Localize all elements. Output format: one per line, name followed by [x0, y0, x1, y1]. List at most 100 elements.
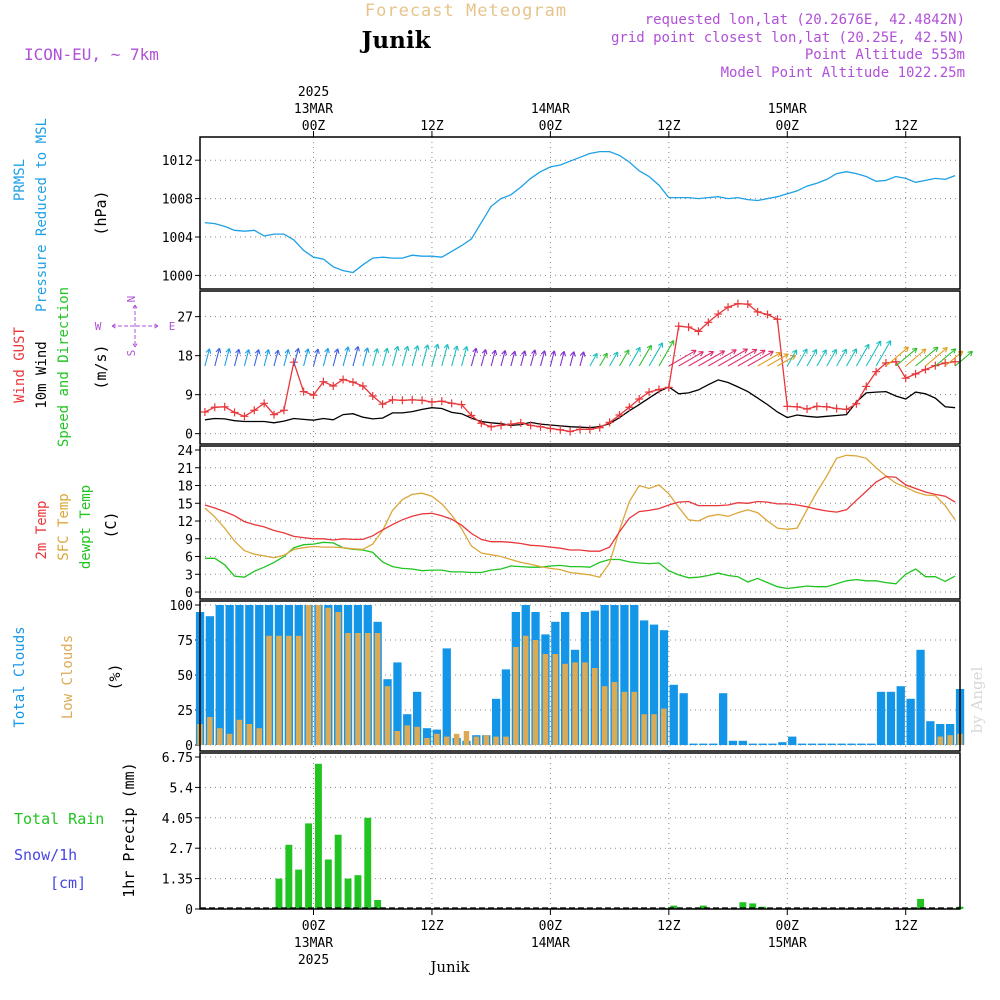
- wind-direction-arrow: [855, 343, 870, 367]
- gust-marker: [299, 387, 308, 396]
- total-cloud-bar: [699, 743, 708, 745]
- total-cloud-bar: [620, 605, 629, 745]
- gust-marker: [852, 399, 861, 408]
- panel-pressure: 1000 1004 1008 1012: [162, 136, 961, 290]
- wind-ytick-label: 9: [185, 389, 193, 404]
- total-cloud-bar: [422, 728, 432, 745]
- gust-marker: [812, 402, 821, 411]
- wind-direction-arrow: [786, 349, 798, 367]
- precip-cm-label: [cm]: [50, 874, 86, 892]
- precipitation-plot-area: [200, 753, 960, 909]
- pressure-line: [204, 150, 956, 274]
- precipitation-border: [199, 752, 961, 910]
- total-cloud-bar: [876, 691, 886, 745]
- wind-direction-arrow: [303, 348, 311, 367]
- wind-ytick-label: 27: [177, 311, 193, 326]
- wind-direction-arrow: [342, 346, 351, 367]
- gust-marker: [694, 327, 703, 336]
- low-cloud-bar: [444, 736, 450, 745]
- low-cloud-bar: [473, 736, 480, 745]
- pressure-ytick-label: 1000: [162, 269, 193, 284]
- wind-direction-arrow: [816, 349, 827, 367]
- gust-marker: [210, 403, 219, 412]
- point-altitude: Point Altitude 553m: [805, 47, 965, 63]
- low-cloud-bar: [335, 612, 341, 745]
- wind-direction-arrow: [698, 350, 726, 367]
- pressure-unit: (hPa): [92, 190, 110, 235]
- low-cloud-bar: [286, 635, 292, 745]
- gust-marker: [546, 424, 555, 433]
- total-cloud-bar: [847, 743, 856, 745]
- rain-bar: [305, 823, 312, 909]
- total-cloud-bar: [600, 605, 609, 745]
- rain-bar: [364, 817, 372, 909]
- low-cloud-bar: [572, 662, 578, 745]
- wind-direction-arrow: [273, 349, 281, 367]
- wind-direction-arrow: [925, 347, 948, 367]
- clouds-ytick-label: 100: [170, 599, 193, 614]
- wind-direction-arrow: [461, 346, 469, 367]
- rain-bar: [374, 900, 382, 909]
- low-cloud-bar: [246, 724, 253, 745]
- wind-speed-direction-label: Speed and Direction: [56, 287, 72, 447]
- low-cloud-bar: [611, 682, 618, 745]
- bottom-axis-label: 00Z: [539, 919, 563, 934]
- low-cloud-bar: [552, 654, 559, 745]
- gust-marker: [427, 398, 436, 407]
- wind-compass-icon: N S E W: [95, 296, 176, 357]
- gust-marker: [467, 411, 476, 420]
- panel-precipitation: 0 1.35 2.7 4.05 5.4 6.75: [162, 751, 964, 918]
- rain-bar: [739, 902, 747, 909]
- total-cloud-bar: [235, 605, 244, 745]
- rain-bar: [295, 869, 303, 909]
- temp-sfc-label: SFC Temp: [56, 493, 72, 560]
- rain-bar: [749, 903, 757, 909]
- rain-bar: [324, 859, 332, 909]
- low-cloud-bar: [305, 605, 312, 745]
- gust-marker: [803, 404, 812, 413]
- low-cloud-bar: [463, 731, 470, 745]
- temperature-ytick-label: 21: [177, 462, 193, 477]
- wind-direction-arrow: [312, 348, 320, 367]
- gust-marker: [309, 391, 318, 400]
- gust-marker: [645, 388, 654, 397]
- total-cloud-bar: [659, 630, 669, 745]
- credit: by Angel: [968, 666, 986, 733]
- total-cloud-bar: [807, 743, 817, 745]
- wind-direction-arrow: [836, 348, 847, 367]
- gust-marker: [625, 403, 634, 412]
- gust-marker: [605, 418, 614, 427]
- top-axis-label: 00Z: [302, 119, 326, 134]
- low-cloud-bar: [523, 635, 529, 745]
- gust-marker: [477, 419, 486, 428]
- wind-direction-arrow: [490, 349, 498, 367]
- gust-marker: [418, 396, 427, 405]
- precipitation-ytick-label: 2.7: [170, 842, 193, 857]
- bottom-axis-label: 12Z: [420, 919, 444, 934]
- wind-direction-arrow: [451, 345, 459, 367]
- total-cloud-bar: [442, 648, 451, 745]
- wind-direction-arrow: [885, 346, 910, 367]
- gust-marker: [556, 425, 565, 434]
- rain-bar: [285, 844, 293, 909]
- top-axis-label: 00Z: [776, 119, 800, 134]
- wind-direction-arrow: [648, 342, 664, 367]
- wind-direction-arrow: [549, 350, 557, 367]
- total-cloud-bar: [492, 698, 501, 745]
- gust-marker: [793, 402, 802, 411]
- low-cloud-bar: [226, 733, 233, 745]
- gust-marker: [842, 405, 851, 414]
- precip-rain-label: Total Rain: [14, 810, 104, 828]
- total-cloud-bar: [245, 605, 254, 745]
- gust-marker: [733, 299, 742, 308]
- precip-snow-label: Snow/1h: [14, 846, 77, 864]
- top-axis-label: 00Z: [539, 119, 563, 134]
- gust-marker: [664, 383, 673, 392]
- low-cloud-bar: [651, 714, 657, 745]
- pressure-ytick-label: 1004: [162, 231, 193, 246]
- rain-bar: [917, 898, 924, 909]
- bottom-axis-label: 15MAR: [768, 936, 807, 951]
- pressure-label-short: PRMSL: [12, 159, 28, 201]
